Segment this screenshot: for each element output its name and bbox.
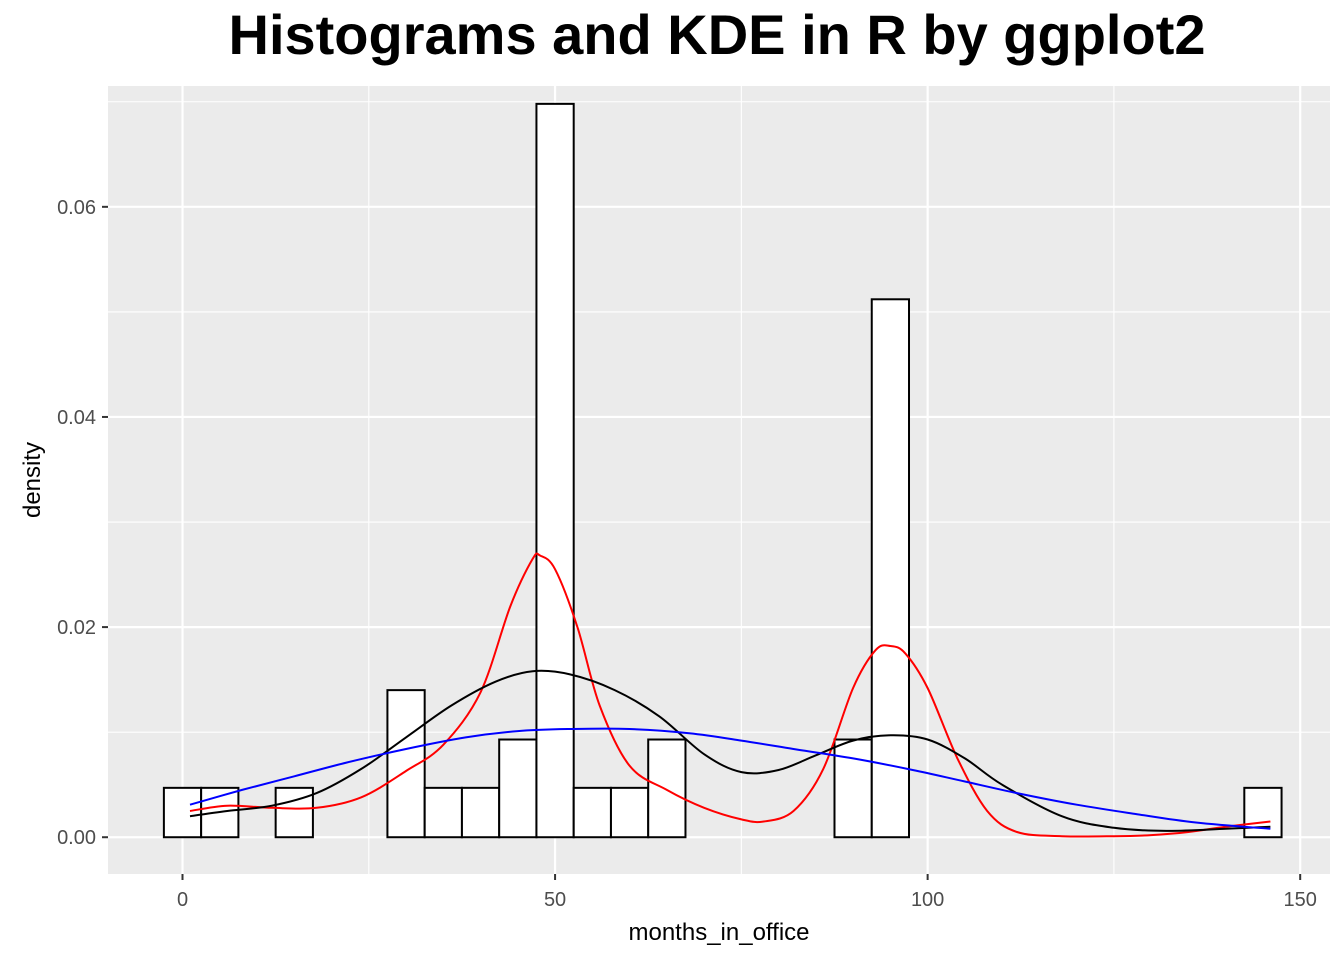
y-tick-label: 0.04 [57, 407, 96, 429]
histogram-bar [423, 786, 463, 839]
histogram-bar [535, 102, 575, 839]
histogram-bars [162, 102, 1283, 839]
histogram-bar [609, 786, 650, 839]
x-tick-label: 0 [177, 889, 188, 911]
y-tick-label: 0.00 [57, 827, 96, 849]
histogram-bar [870, 298, 911, 839]
x-tick-label: 100 [911, 889, 944, 911]
histogram-bar [1243, 786, 1283, 839]
grid-minor [108, 86, 1330, 874]
x-tick-label: 50 [544, 889, 566, 911]
histogram-bar [572, 786, 612, 839]
histogram-bar [162, 786, 203, 839]
kde-line [189, 552, 1271, 838]
kde-lines [189, 552, 1271, 838]
histogram-bar [460, 786, 501, 839]
x-axis-ticks: 0 50 100 150 [177, 874, 1317, 911]
x-tick-label: 150 [1284, 889, 1317, 911]
kde-line [189, 669, 1271, 832]
y-tick-label: 0.06 [57, 197, 96, 219]
histogram-bar [647, 738, 687, 839]
y-tick-label: 0.02 [57, 617, 96, 639]
kde-line [189, 727, 1271, 830]
plot-panel [108, 86, 1330, 874]
histogram-bar [498, 738, 538, 839]
y-axis-title: density [19, 442, 46, 518]
y-axis-ticks: 0.00 0.02 0.04 0.06 [57, 197, 108, 849]
x-axis-title: months_in_office [628, 919, 809, 946]
histogram-bar [274, 786, 314, 839]
chart-title: Histograms and KDE in R by ggplot2 [228, 3, 1206, 66]
histogram-bar [833, 738, 873, 839]
